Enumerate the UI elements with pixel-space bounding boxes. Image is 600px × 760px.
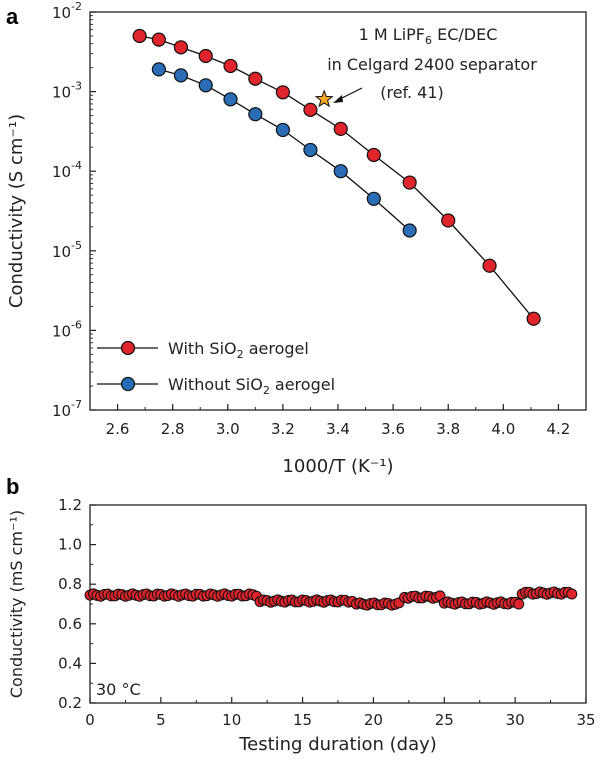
- panel-a-legend: With SiO2 aerogel Without SiO2 aerogel: [97, 339, 335, 397]
- panel-a-data-point-0: [366, 147, 381, 163]
- panel-a-data-point-1: [151, 62, 166, 77]
- panel-a-data-point-0: [526, 311, 541, 326]
- panel-a-series-line-1: [158, 68, 411, 231]
- panel-b-x-tick-label: 25: [435, 711, 454, 729]
- panel-a-x-axis-label: 1000/T (K⁻¹): [282, 456, 393, 477]
- panel-a-data-point-0: [402, 175, 417, 190]
- panel-b-data-point: [513, 598, 525, 610]
- panel-a-x-tick-label: 4.2: [547, 420, 571, 438]
- panel-a-y-axis-label: Conductivity (S cm⁻¹): [6, 114, 27, 308]
- panel-a-x-tick-label: 3.2: [271, 420, 295, 438]
- panel-b-x-tick-label: 20: [364, 711, 383, 729]
- panel-b-y-tick-label: 1.0: [58, 536, 82, 554]
- panel-b-x-tick-label: 15: [293, 711, 312, 729]
- panel-a-data-point-1: [173, 68, 189, 83]
- panel-a-data-point-0: [223, 58, 238, 74]
- panel-a-data-point-1: [333, 164, 348, 179]
- panel-a-data-point-0: [275, 85, 290, 100]
- panel-a-data-point-1: [198, 78, 213, 93]
- panel-a-x-tick-label: 3.4: [326, 420, 350, 438]
- panel-b-y-tick-label: 0.2: [58, 694, 82, 712]
- panel-a-data-point-0: [248, 71, 263, 86]
- panel-b-x-tick-label: 10: [222, 711, 241, 729]
- panel-a-data-point-1: [303, 142, 318, 158]
- panel-a-data-point-0: [441, 213, 456, 228]
- panel-a-data-point-0: [173, 40, 189, 55]
- panel-a-y-tick-label: 10-3: [52, 80, 82, 102]
- panel-a-data-point-0: [333, 121, 348, 136]
- panel-a-y-tick-label: 10-2: [52, 0, 82, 22]
- panel-b-x-tick-label: 5: [156, 711, 166, 729]
- panel-label-b: b: [6, 474, 19, 499]
- panel-b-x-tick-label: 30: [506, 711, 525, 729]
- reference-star-marker: [314, 89, 334, 108]
- panel-a-y-tick-label: 10-4: [52, 159, 82, 181]
- panel-b-y-tick-label: 0.6: [58, 615, 82, 633]
- panel-a-reference-annotation: 1 M LiPF6 EC/DEC in Celgard 2400 separat…: [314, 25, 537, 108]
- panel-b-data-point: [566, 588, 578, 600]
- panel-b-y-tick-label: 1.2: [58, 496, 82, 514]
- panel-b-x-tick-label: 35: [576, 711, 595, 729]
- panel-a-x-tick-label: 3.8: [436, 420, 460, 438]
- panel-a-data-point-0: [132, 28, 147, 44]
- panel-a-data-point-1: [275, 122, 290, 138]
- annotation-line2: in Celgard 2400 separator: [327, 55, 537, 74]
- panel-a-data-point-1: [223, 92, 238, 107]
- legend-marker-with: [120, 340, 136, 356]
- panel-b-temperature-label: 30 °C: [96, 680, 141, 699]
- panel-a-data-point-1: [366, 191, 381, 206]
- panel-a-x-tick-label: 2.8: [161, 420, 185, 438]
- panel-b-x-axis-label: Testing duration (day): [238, 734, 437, 755]
- panel-b-y-axis-label: Conductivity (mS cm⁻¹): [7, 510, 26, 698]
- panel-a-y-tick-label: 10-5: [52, 239, 82, 261]
- panel-a-x-tick-label: 3.0: [216, 420, 240, 438]
- legend-label-with: With SiO2 aerogel: [168, 339, 309, 361]
- legend-marker-without: [120, 376, 136, 392]
- panel-b-y-tick-label: 0.8: [58, 575, 82, 593]
- annotation-line1: 1 M LiPF6 EC/DEC: [359, 25, 498, 47]
- panel-a-x-tick-label: 4.0: [491, 420, 515, 438]
- panel-a-x-tick-label: 3.6: [381, 420, 405, 438]
- panel-a-data-point-0: [151, 32, 166, 47]
- panel-label-a: a: [6, 4, 19, 29]
- annotation-line3: (ref. 41): [380, 83, 444, 102]
- panel-a-data-point-1: [402, 223, 417, 238]
- annotation-arrowhead: [333, 95, 343, 103]
- panel-a-data-point-1: [248, 107, 263, 122]
- panel-a-data-point-0: [198, 48, 213, 64]
- panel-a-data-point-0: [303, 102, 318, 117]
- panel-a-data-point-0: [482, 258, 497, 273]
- legend-label-without: Without SiO2 aerogel: [168, 375, 335, 397]
- panel-b-y-tick-label: 0.4: [58, 654, 82, 672]
- panel-a-y-tick-label: 10-7: [52, 398, 82, 420]
- panel-a-series-line-0: [139, 35, 535, 320]
- panel-b-x-tick-label: 0: [85, 711, 95, 729]
- panel-a-x-tick-label: 2.6: [106, 420, 130, 438]
- panel-a-y-tick-label: 10-6: [52, 318, 82, 340]
